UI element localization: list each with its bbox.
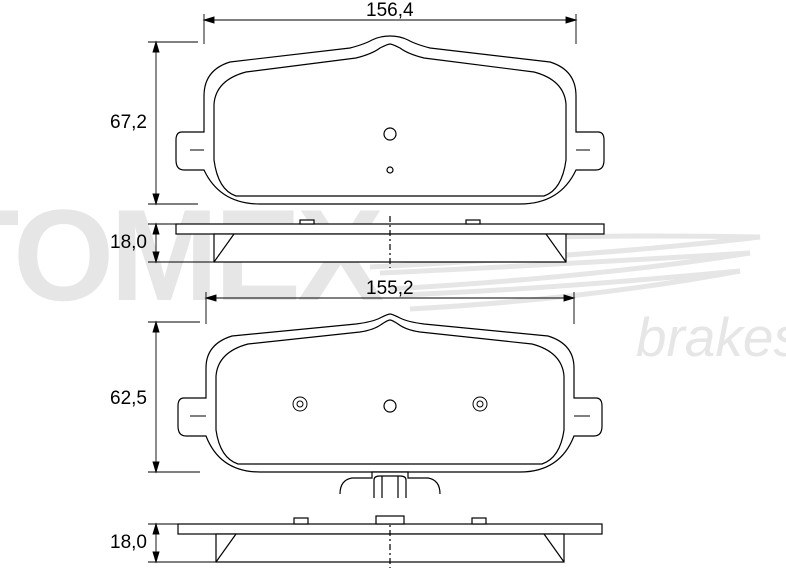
dim-top-height — [148, 42, 198, 204]
dim-label-bottom-height: 62,5 — [110, 388, 147, 410]
technical-drawing: 156,4 67,2 18,0 155,2 62,5 18,0 — [0, 0, 786, 580]
top-pad-backplate — [176, 36, 604, 204]
top-pad-center-hole — [384, 128, 396, 140]
dim-label-bottom-thick: 18,0 — [110, 532, 147, 554]
bottom-pad-rivet-right — [473, 397, 487, 411]
bottom-pad-center-hole — [384, 400, 396, 412]
dim-label-top-width: 156,4 — [366, 0, 414, 22]
dim-label-top-thick: 18,0 — [110, 232, 147, 254]
dim-label-bottom-width: 155,2 — [366, 278, 414, 300]
bottom-pad-clip — [340, 472, 440, 498]
top-pad-small-hole — [387, 167, 393, 173]
dim-bottom-height — [148, 322, 200, 472]
bottom-pad-sideview — [178, 516, 602, 568]
dim-label-top-height: 67,2 — [110, 112, 147, 134]
bottom-pad-backplate — [178, 314, 602, 472]
top-pad-sideview — [176, 216, 604, 268]
bottom-pad-rivet-left — [293, 397, 307, 411]
